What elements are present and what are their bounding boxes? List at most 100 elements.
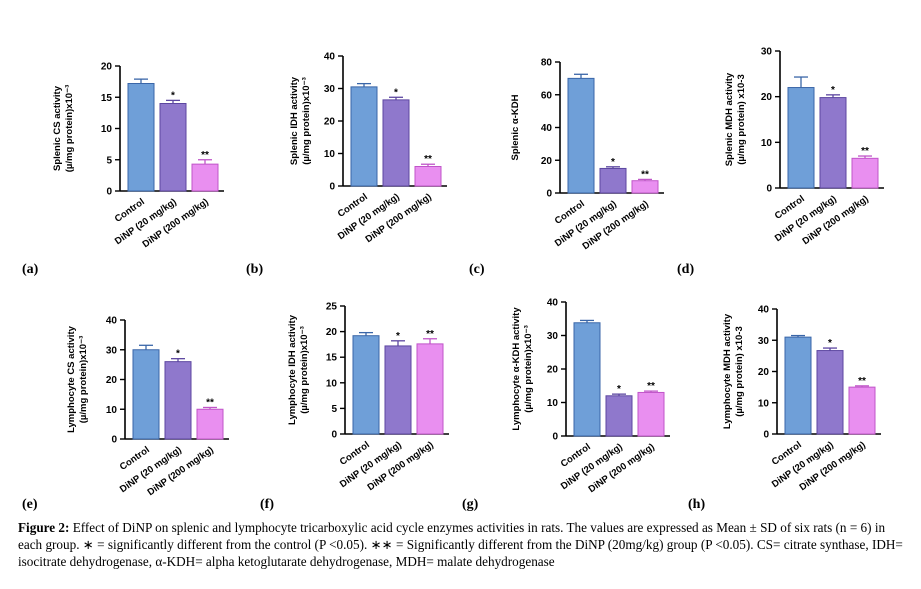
- chart-e-sig-mark-1: *: [176, 349, 180, 360]
- chart-e-ylabel-line-1: (µ/mg protein)x10⁻³: [78, 336, 89, 424]
- chart-e-sig-mark-2: **: [206, 397, 214, 408]
- panel-letter-e: (e): [22, 497, 38, 512]
- chart-d-ylabel-line-1: (µ/mg protein) x10-3: [736, 74, 747, 164]
- chart-h-ytick-label-3: 30: [758, 336, 770, 347]
- chart-g-ytick-label-3: 30: [547, 331, 559, 342]
- chart-e-ytick-label-1: 10: [106, 405, 118, 416]
- chart-g-ylabel-line-1: (µ/mg protein)x10⁻³: [523, 325, 534, 413]
- chart-f-ytick-label-5: 25: [326, 302, 338, 313]
- chart-g-bar-0: [573, 322, 601, 437]
- chart-h-ytick-label-1: 10: [758, 398, 770, 409]
- chart-h-bar-1: [816, 350, 844, 435]
- chart-f-bar-0: [352, 335, 380, 435]
- chart-c-ytick-label-0: 0: [546, 189, 552, 200]
- panel-letter-b: (b): [246, 262, 264, 277]
- chart-f-bar-2: [416, 343, 444, 435]
- chart-h-ytick-label-4: 40: [758, 305, 770, 316]
- chart-c-ytick-label-2: 40: [541, 123, 553, 134]
- figure-caption: Figure 2: Effect of DiNP on splenic and …: [18, 519, 908, 570]
- chart-h-sig-mark-1: *: [828, 338, 832, 349]
- chart-b-ytick-label-4: 40: [324, 52, 336, 63]
- panel-letter-h: (h): [688, 497, 706, 512]
- chart-c-bar-1: [599, 167, 627, 194]
- chart-f-sig-mark-2: **: [426, 329, 434, 340]
- chart-e-ytick-label-2: 20: [106, 375, 118, 386]
- chart-g-ytick-label-1: 10: [547, 398, 559, 409]
- chart-d-ylabel-line-0: Splenic MDH activity: [724, 72, 735, 166]
- chart-f-ytick-label-2: 10: [326, 378, 338, 389]
- chart-c-ytick-label-3: 60: [541, 90, 553, 101]
- chart-f-ytick-label-0: 0: [331, 430, 337, 441]
- panel-letter-f: (f): [260, 497, 274, 512]
- chart-b-ylabel-line-0: Splenic IDH activity: [289, 76, 300, 165]
- caption-lead: Figure 2:: [18, 520, 70, 535]
- chart-f-bar-1: [384, 345, 412, 435]
- chart-a-ylabel-line-1: (µ/mg protein)x10⁻³: [64, 85, 75, 173]
- chart-b-ytick-label-3: 30: [324, 84, 336, 95]
- chart-e-ylabel-line-0: Lymphocyte CS activity: [66, 325, 77, 433]
- chart-b-bar-1: [382, 99, 410, 187]
- chart-a-bar-2: [191, 163, 219, 192]
- chart-d-bar-0: [787, 87, 815, 189]
- chart-h-sig-mark-2: **: [858, 376, 866, 387]
- chart-a-bar-0: [127, 83, 155, 192]
- chart-g-ytick-label-4: 40: [547, 298, 559, 309]
- chart-f-ylabel-line-1: (µ/mg protein)x10⁻³: [299, 326, 310, 414]
- chart-b-ytick-label-2: 20: [324, 117, 336, 128]
- chart-f-ytick-label-3: 15: [326, 353, 338, 364]
- chart-h-ylabel-line-0: Lymphocyte MDH activity: [722, 313, 733, 429]
- chart-e-ytick-label-3: 30: [106, 345, 118, 356]
- chart-g-bar-1: [605, 395, 633, 437]
- chart-d-bar-2: [851, 157, 879, 189]
- chart-e-bar-1: [164, 361, 192, 440]
- chart-h-bar-2: [848, 386, 876, 435]
- chart-f-ylabel-line-0: Lymphocyte IDH activity: [287, 314, 298, 425]
- chart-c-bar-2: [631, 180, 659, 194]
- chart-f-ytick-label-1: 5: [331, 404, 337, 415]
- chart-a-ylabel-line-0: Splenic CS activity: [52, 85, 63, 171]
- chart-a-ytick-label-0: 0: [106, 187, 112, 198]
- chart-c-ytick-label-4: 80: [541, 58, 553, 69]
- chart-d-bar-1: [819, 97, 847, 189]
- chart-a-ytick-label-2: 10: [101, 124, 113, 135]
- chart-a-bar-1: [159, 103, 187, 192]
- chart-h-ytick-label-0: 0: [763, 430, 769, 441]
- chart-b-ytick-label-0: 0: [329, 182, 335, 193]
- chart-d-ytick-label-1: 10: [761, 138, 773, 149]
- chart-e-bar-2: [196, 408, 224, 440]
- chart-d-ytick-label-2: 20: [761, 92, 773, 103]
- chart-b-sig-mark-2: **: [424, 154, 432, 165]
- chart-f-ytick-label-4: 20: [326, 327, 338, 338]
- chart-h-ytick-label-2: 20: [758, 367, 770, 378]
- chart-c-ytick-label-1: 20: [541, 156, 553, 167]
- chart-d-ytick-label-0: 0: [766, 184, 772, 195]
- chart-c-bar-0: [567, 77, 595, 194]
- chart-b-ytick-label-1: 10: [324, 149, 336, 160]
- chart-f-sig-mark-1: *: [396, 331, 400, 342]
- chart-a-ytick-label-4: 20: [101, 62, 113, 73]
- chart-c-ylabel-line-0: Splenic α-KDH: [510, 94, 521, 160]
- chart-b-sig-mark-1: *: [394, 87, 398, 98]
- chart-g-sig-mark-2: **: [647, 381, 655, 392]
- chart-g-bar-2: [637, 391, 665, 437]
- chart-b-ylabel-line-1: (µ/mg protein)x10⁻³: [301, 77, 312, 165]
- chart-a-ytick-label-3: 15: [101, 93, 113, 104]
- chart-e-ytick-label-4: 40: [106, 316, 118, 327]
- chart-c-sig-mark-1: *: [611, 157, 615, 168]
- chart-h-ylabel-line-1: (µ/mg protein) x10-3: [734, 326, 745, 416]
- chart-h-bar-0: [784, 336, 812, 435]
- chart-g-ylabel-line-0: Lymphocyte α-KDH activity: [511, 307, 522, 431]
- chart-a-sig-mark-2: **: [201, 150, 209, 161]
- panel-letter-g: (g): [462, 497, 479, 512]
- chart-d-sig-mark-2: **: [861, 146, 869, 157]
- chart-d-ytick-label-3: 30: [761, 47, 773, 58]
- chart-g-sig-mark-1: *: [617, 384, 621, 395]
- chart-d-sig-mark-1: *: [831, 85, 835, 96]
- chart-c-sig-mark-2: **: [641, 169, 649, 180]
- panel-letter-a: (a): [22, 262, 39, 277]
- chart-g-ytick-label-2: 20: [547, 365, 559, 376]
- chart-b-bar-2: [414, 166, 442, 187]
- panel-letter-c: (c): [469, 262, 485, 277]
- chart-g-ytick-label-0: 0: [552, 432, 558, 443]
